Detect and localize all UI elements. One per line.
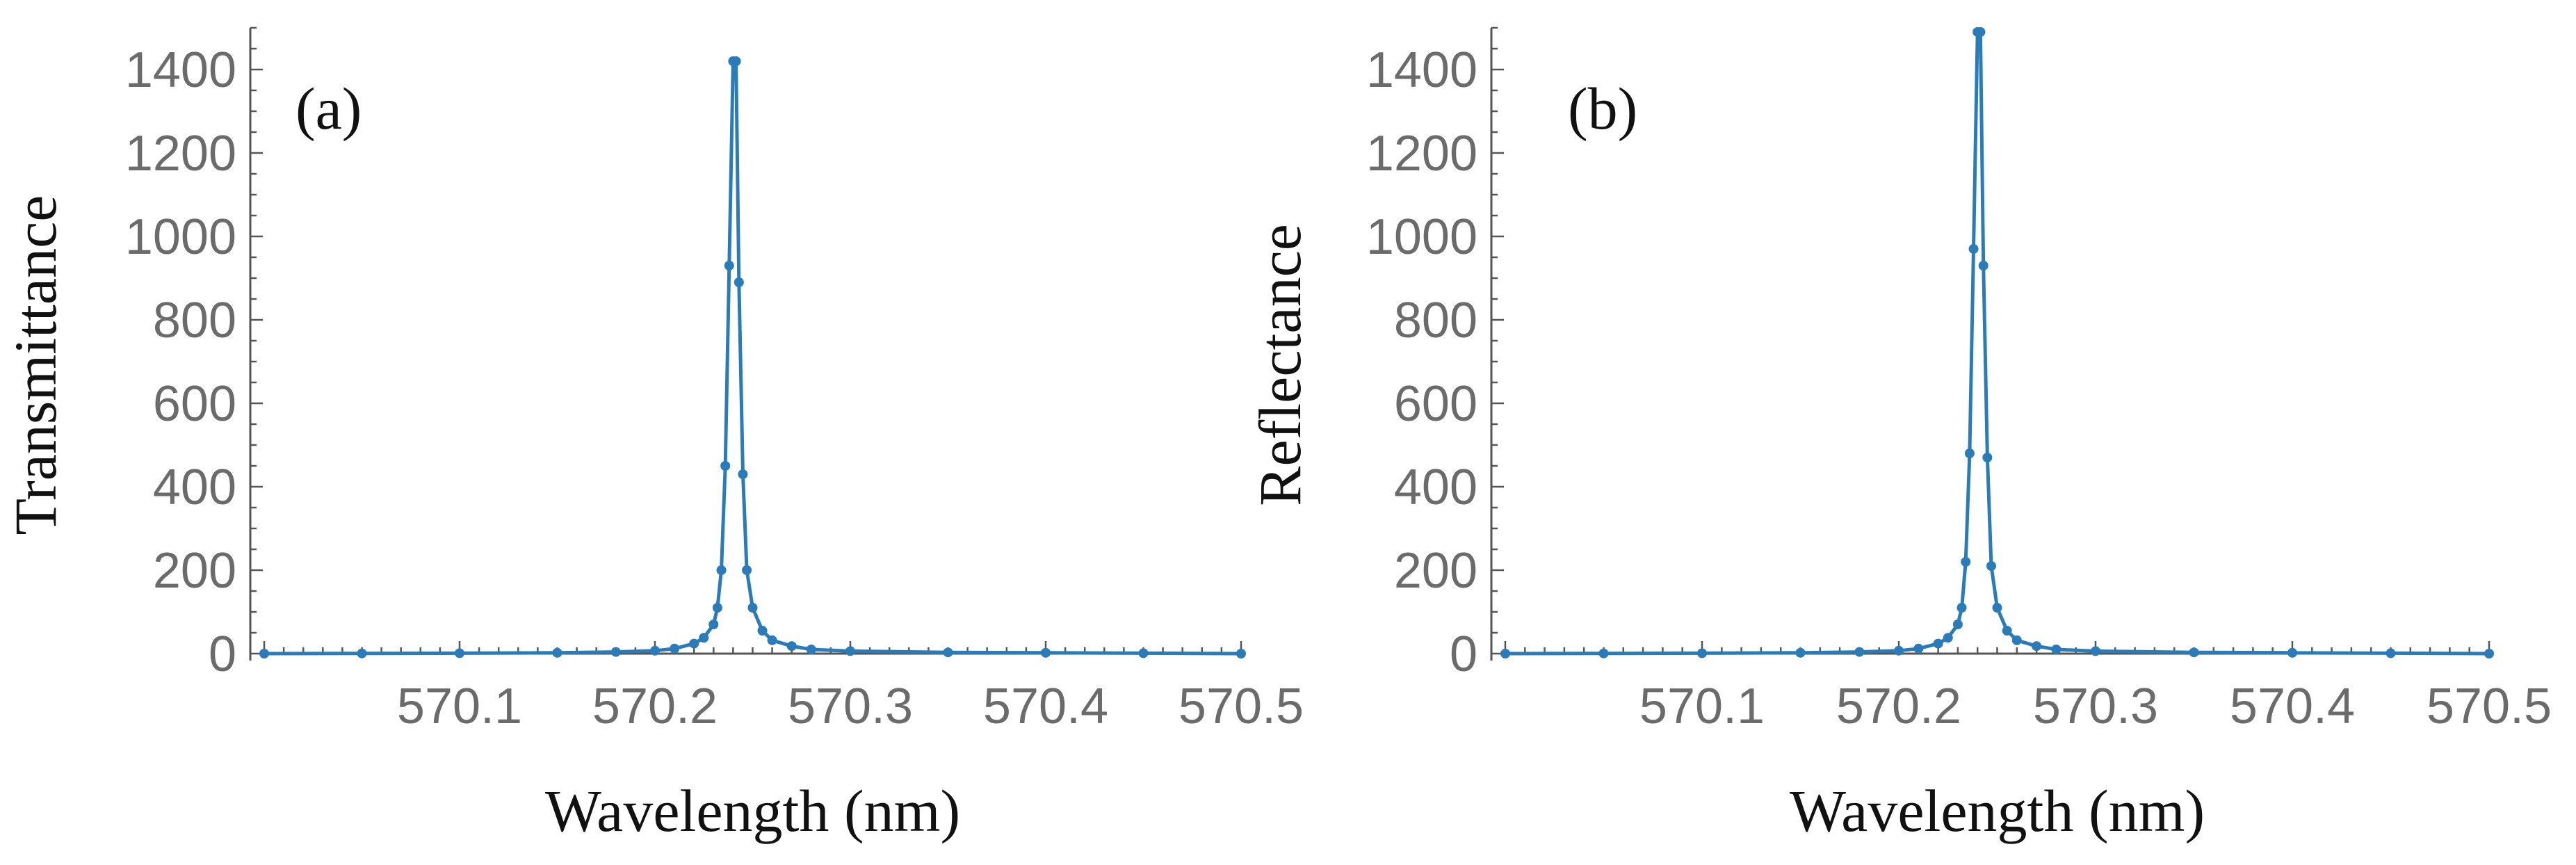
data-point (1986, 561, 1997, 571)
y-tick-label: 400 (153, 460, 236, 515)
data-point (2385, 648, 2396, 658)
data-point (1982, 453, 1993, 462)
data-point (2011, 635, 2022, 645)
x-axis-title: Wavelength (nm) (545, 777, 960, 844)
data-point (552, 647, 562, 658)
data-point (1992, 603, 2002, 613)
data-point (1236, 649, 1246, 658)
chart-panel-1: 0 200 400 600 800 1000 1200 1400 570.1 570.2 570.3… (1247, 26, 2552, 844)
data-point (742, 565, 752, 575)
data-point (708, 620, 719, 629)
data-point (716, 565, 727, 575)
data-point (786, 641, 797, 652)
data-point (1968, 244, 1979, 254)
data-point (1978, 261, 1988, 270)
x-tick-label: 570.1 (1639, 679, 1765, 734)
data-point (650, 645, 660, 656)
data-point (1913, 643, 1924, 654)
data-point (1795, 647, 1806, 658)
x-tick-label: 570.2 (592, 679, 718, 734)
y-tick-label: 0 (1450, 626, 1477, 682)
data-point (738, 469, 748, 479)
x-tick-label: 570.2 (1836, 679, 1961, 734)
data-point (767, 635, 777, 645)
data-point (1961, 557, 1971, 567)
y-tick-label: 800 (153, 293, 236, 348)
x-tick-label: 570.1 (397, 679, 522, 734)
data-point (2189, 647, 2199, 658)
y-tick-label: 600 (153, 376, 236, 432)
data-point (2091, 646, 2100, 656)
data-point (1952, 620, 1963, 629)
data-point (357, 648, 367, 658)
data-point (1697, 648, 1707, 658)
y-tick-label: 200 (153, 543, 236, 599)
data-point (720, 461, 731, 471)
data-point (943, 647, 953, 658)
data-point (1138, 648, 1149, 658)
data-point (2002, 626, 2012, 636)
x-tick-label: 570.4 (983, 679, 1108, 734)
y-axis-title: Reflectance (1247, 224, 1313, 506)
y-tick-label: 1200 (125, 126, 236, 181)
y-tick-label: 400 (1394, 460, 1477, 515)
y-tick-label: 1400 (1366, 42, 1477, 98)
data-point (455, 648, 464, 658)
data-point (2051, 645, 2061, 654)
y-tick-label: 1000 (125, 209, 236, 265)
y-tick-label: 200 (1394, 543, 1477, 599)
data-point (845, 646, 855, 656)
data-point (2032, 641, 2042, 652)
data-point (731, 56, 741, 66)
data-point (670, 643, 680, 654)
y-tick-label: 1000 (1366, 209, 1477, 265)
data-point (1500, 649, 1510, 658)
data-point (689, 638, 699, 649)
data-point (1964, 448, 1975, 458)
y-tick-label: 1200 (1366, 126, 1477, 181)
data-point (1957, 603, 1967, 613)
series-line-0 (264, 59, 1242, 656)
y-tick-label: 600 (1394, 376, 1477, 432)
series-line-0 (1505, 30, 2490, 656)
data-point (724, 261, 734, 270)
panel-label: (b) (1568, 75, 1637, 142)
x-tick-label: 570.4 (2230, 679, 2355, 734)
data-point (1598, 648, 1609, 658)
x-tick-label: 570.3 (2033, 679, 2158, 734)
data-point (1975, 27, 1986, 37)
data-point (712, 603, 722, 613)
data-point (1894, 645, 1904, 656)
data-point (757, 626, 768, 636)
x-tick-label: 570.5 (2427, 679, 2552, 734)
data-point (1943, 633, 1953, 643)
data-point (1933, 638, 1943, 649)
x-axis-title: Wavelength (nm) (1790, 777, 2205, 844)
y-tick-label: 1400 (125, 42, 236, 98)
data-point (259, 649, 269, 658)
data-point (2287, 647, 2297, 658)
data-point (1854, 647, 1865, 657)
panel-label: (a) (295, 75, 362, 142)
data-point (610, 647, 621, 657)
y-tick-label: 800 (1394, 293, 1477, 348)
data-point (699, 633, 709, 643)
data-point (2484, 649, 2494, 658)
y-tick-label: 0 (209, 626, 236, 682)
data-point (734, 277, 744, 287)
data-point (806, 645, 816, 654)
y-axis-title: Transmittance (2, 195, 69, 535)
chart-panel-0: 0 200 400 600 800 1000 1200 1400 570.1 570.2 570.3… (2, 26, 1304, 844)
x-tick-label: 570.5 (1178, 679, 1304, 734)
x-tick-label: 570.3 (788, 679, 913, 734)
data-point (747, 603, 758, 613)
data-point (1041, 647, 1051, 658)
